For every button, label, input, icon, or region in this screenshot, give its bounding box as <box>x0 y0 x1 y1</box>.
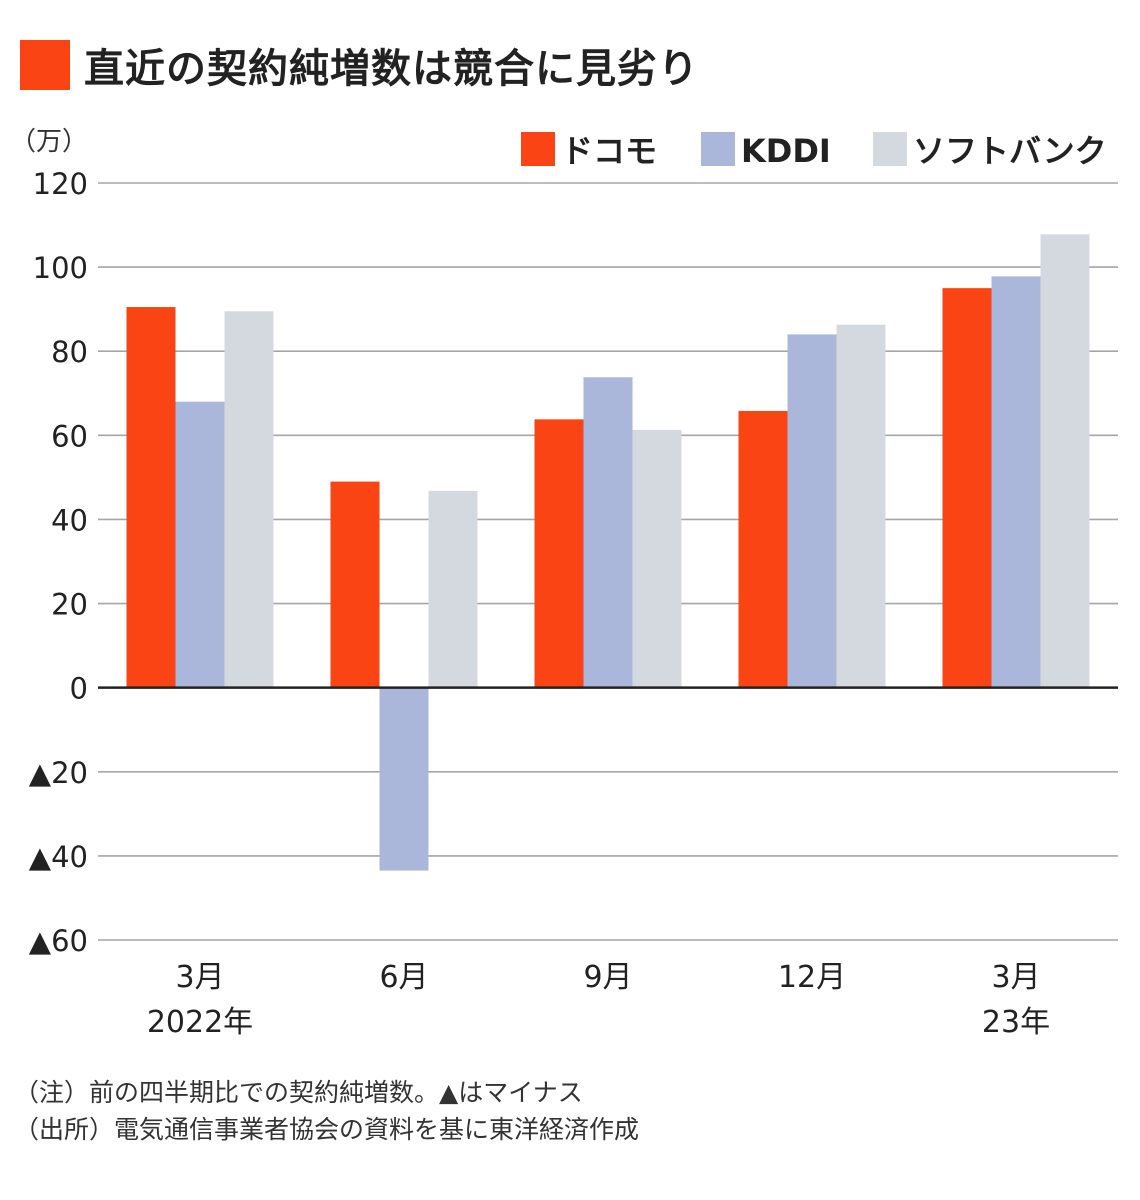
y-tick-label: ▲40 <box>29 840 88 874</box>
chart-title: 直近の契約純増数は競合に見劣り <box>84 46 699 92</box>
y-tick-label: 60 <box>51 419 88 453</box>
x-tick-label: 6月 <box>379 960 428 995</box>
legend-label: KDDI <box>741 132 831 170</box>
legend-swatch <box>701 132 735 166</box>
y-unit-label: （万） <box>10 127 88 157</box>
bar-kddi <box>787 334 837 688</box>
note-source: （出所）電気通信事業者協会の資料を基に東洋経済作成 <box>14 1115 640 1144</box>
bar-softbank <box>1040 234 1090 688</box>
x-tick-label: 12月 <box>778 960 846 995</box>
note-annotation: （注）前の四半期比での契約純増数。▲はマイナス <box>14 1078 583 1107</box>
y-tick-label: 40 <box>51 503 88 537</box>
x-tick-sublabel: 2022年 <box>147 1005 253 1040</box>
title-block: 直近の契約純増数は競合に見劣り <box>20 40 699 92</box>
legend-swatch <box>873 132 907 166</box>
bar-kddi <box>991 276 1041 688</box>
bar-kddi <box>379 687 429 871</box>
y-tick-label: 20 <box>51 588 88 622</box>
bar-docomo <box>330 481 380 688</box>
x-tick-label: 3月 <box>175 960 224 995</box>
x-tick-label: 3月 <box>991 960 1040 995</box>
bar-softbank <box>632 429 682 688</box>
legend-label: ソフトバンク <box>913 132 1107 170</box>
x-tick-label: 9月 <box>583 960 632 995</box>
title-marker <box>20 40 70 90</box>
y-tick-label: 80 <box>51 335 88 369</box>
bar-softbank <box>224 311 274 688</box>
bar-docomo <box>738 410 788 688</box>
y-tick-label: 100 <box>33 251 88 285</box>
bar-chart: 120 100 80 60 40 20 0 ▲20 ▲40 ▲60 （万） 3月 2022年 6月 9月 12… <box>10 127 1118 1040</box>
bar-softbank <box>428 490 478 688</box>
bar-kddi <box>583 377 633 688</box>
bar-docomo <box>534 419 584 688</box>
x-tick-sublabel: 23年 <box>982 1005 1050 1040</box>
legend-swatch <box>521 132 555 166</box>
y-tick-label: 120 <box>33 167 88 201</box>
legend-label: ドコモ <box>561 132 657 170</box>
footnotes: （注）前の四半期比での契約純増数。▲はマイナス （出所）電気通信事業者協会の資料… <box>14 1074 639 1148</box>
bar-softbank <box>836 324 886 688</box>
bar-docomo <box>942 288 992 688</box>
bar-kddi <box>175 401 225 688</box>
y-tick-label: ▲20 <box>29 756 88 790</box>
y-tick-label: 0 <box>70 672 88 706</box>
y-tick-label: ▲60 <box>29 924 88 958</box>
bar-docomo <box>126 307 176 688</box>
